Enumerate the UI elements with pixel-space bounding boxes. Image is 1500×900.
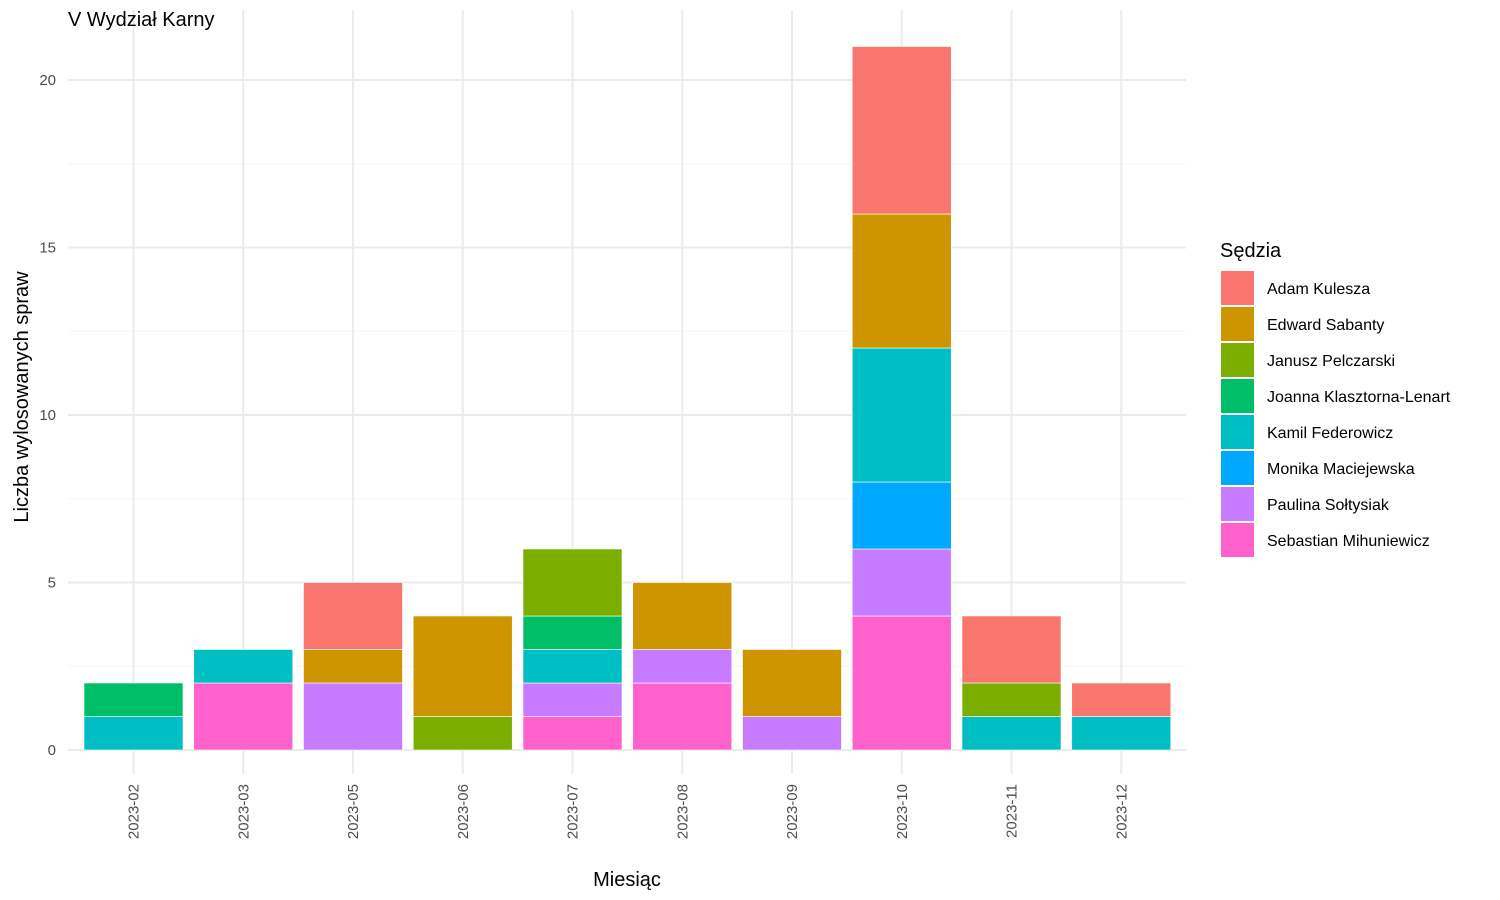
x-axis-tick-labels: 2023-02 2023-03 2023-05 2023-06 2023-07 2023-…	[126, 784, 1131, 839]
legend-swatch	[1221, 271, 1254, 305]
bar-segment	[522, 682, 623, 717]
bar-segment	[303, 649, 403, 684]
bar-segment	[961, 615, 1062, 684]
y-tick-label: 5	[48, 575, 56, 592]
bar-segment	[412, 615, 513, 717]
x-tick-label: 2023-05	[345, 784, 362, 839]
legend-label: Kamil Federowicz	[1267, 425, 1393, 442]
x-tick-label: 2023-08	[674, 784, 691, 839]
legend-label: Adam Kulesza	[1267, 281, 1370, 298]
bar-segment	[193, 649, 294, 684]
bar-segment	[851, 481, 952, 550]
bar-segment	[632, 649, 733, 684]
legend-swatch	[1221, 415, 1254, 449]
bar-segment	[522, 615, 623, 650]
legend-label: Monika Maciejewska	[1267, 461, 1415, 478]
bar-segment	[742, 716, 842, 751]
y-axis-tick-labels: 0 5 10 15 20	[39, 72, 56, 759]
bar-segment	[1071, 682, 1172, 717]
bar-segment	[83, 716, 184, 751]
x-tick-label: 2023-06	[455, 784, 472, 839]
chart-title: V Wydział Karny	[68, 9, 215, 31]
x-tick-label: 2023-12	[1113, 784, 1130, 839]
bar-segment	[742, 649, 842, 717]
x-tick-label: 2023-09	[784, 784, 801, 839]
x-axis-title: Miesiąc	[593, 869, 661, 891]
bar-segment	[303, 682, 403, 751]
legend-swatch	[1221, 379, 1254, 413]
bar-segment	[851, 213, 952, 349]
y-tick-label: 0	[48, 742, 56, 759]
legend-swatch	[1221, 487, 1254, 521]
bar-segment	[303, 582, 403, 650]
bar-segment	[961, 682, 1062, 717]
bar-segment	[522, 716, 623, 751]
x-tick-label: 2023-10	[894, 784, 911, 839]
legend-swatch	[1221, 523, 1254, 557]
y-tick-label: 20	[39, 72, 56, 89]
legend-title: Sędzia	[1220, 240, 1282, 262]
bar-segment	[522, 548, 623, 617]
y-tick-label: 15	[39, 240, 56, 257]
bar-segment	[851, 347, 952, 483]
legend-label: Edward Sabanty	[1267, 317, 1384, 334]
bar-segment	[83, 682, 184, 717]
bar-segment	[632, 582, 733, 650]
legend-swatch	[1221, 343, 1254, 377]
bar-segment	[412, 716, 513, 751]
legend-label: Joanna Klasztorna-Lenart	[1267, 389, 1451, 406]
y-tick-label: 10	[39, 407, 56, 424]
bar-segment	[851, 46, 952, 215]
legend-label: Janusz Pelczarski	[1267, 353, 1395, 370]
bar-segment	[632, 682, 733, 751]
legend: Sędzia Adam Kulesza Edward Sabanty Janusz …	[1220, 240, 1451, 557]
bar-segment	[851, 548, 952, 617]
bar-segment	[522, 649, 623, 684]
bar-segment	[851, 615, 952, 751]
legend-label: Sebastian Mihuniewicz	[1267, 533, 1430, 550]
legend-swatch	[1221, 307, 1254, 341]
legend-label: Paulina Sołtysiak	[1267, 497, 1390, 514]
x-tick-label: 2023-11	[1004, 784, 1021, 838]
x-tick-label: 2023-07	[565, 784, 582, 839]
legend-swatch	[1221, 451, 1254, 485]
bar-segment	[1071, 716, 1172, 751]
bars	[83, 46, 1172, 751]
bar-segment	[961, 716, 1062, 751]
y-axis-title: Liczba wylosowanych spraw	[11, 271, 33, 523]
x-tick-label: 2023-03	[235, 784, 252, 839]
legend-items: Adam Kulesza Edward Sabanty Janusz Pelczar…	[1221, 271, 1451, 557]
bar-segment	[193, 682, 294, 751]
x-tick-label: 2023-02	[126, 784, 143, 839]
